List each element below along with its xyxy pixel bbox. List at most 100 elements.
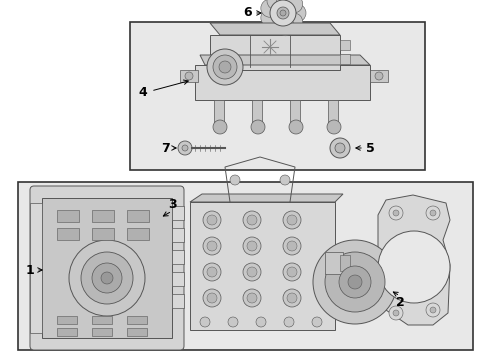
Bar — [18, 182, 473, 350]
Circle shape — [81, 252, 133, 304]
Circle shape — [426, 303, 440, 317]
Bar — [57, 210, 79, 222]
Circle shape — [335, 143, 345, 153]
Bar — [30, 203, 42, 333]
Bar — [42, 198, 172, 338]
Bar — [252, 100, 262, 125]
Circle shape — [430, 210, 436, 216]
Circle shape — [393, 310, 399, 316]
Bar — [92, 210, 114, 222]
Circle shape — [203, 211, 221, 229]
Bar — [57, 316, 77, 324]
Bar — [92, 228, 114, 240]
Circle shape — [280, 175, 290, 185]
Polygon shape — [190, 194, 343, 202]
Circle shape — [69, 240, 145, 316]
Circle shape — [207, 293, 217, 303]
Circle shape — [219, 61, 231, 73]
Bar — [172, 250, 184, 264]
Bar — [127, 210, 149, 222]
Circle shape — [213, 120, 227, 134]
Circle shape — [261, 0, 279, 17]
Polygon shape — [210, 23, 340, 35]
Bar — [127, 328, 147, 336]
Circle shape — [178, 141, 192, 155]
Bar — [210, 35, 340, 70]
Bar — [172, 294, 184, 308]
Text: 4: 4 — [139, 86, 147, 99]
Circle shape — [251, 120, 265, 134]
Bar — [195, 65, 370, 100]
FancyBboxPatch shape — [30, 186, 184, 350]
Circle shape — [287, 241, 297, 251]
Circle shape — [243, 263, 261, 281]
Circle shape — [228, 317, 238, 327]
Circle shape — [287, 293, 297, 303]
Circle shape — [283, 263, 301, 281]
Circle shape — [247, 215, 257, 225]
Circle shape — [283, 211, 301, 229]
Polygon shape — [200, 55, 370, 65]
Bar — [92, 328, 112, 336]
Circle shape — [277, 7, 289, 19]
Circle shape — [389, 306, 403, 320]
Circle shape — [378, 231, 450, 303]
Bar — [127, 316, 147, 324]
Circle shape — [348, 275, 362, 289]
Bar — [340, 40, 350, 50]
Circle shape — [203, 237, 221, 255]
Circle shape — [276, 18, 294, 36]
Circle shape — [207, 49, 243, 85]
Circle shape — [287, 267, 297, 277]
Circle shape — [283, 289, 301, 307]
Circle shape — [325, 252, 385, 312]
Bar — [214, 100, 224, 125]
Circle shape — [230, 175, 240, 185]
Circle shape — [243, 289, 261, 307]
Text: 3: 3 — [168, 198, 176, 211]
Bar — [57, 228, 79, 240]
Circle shape — [375, 72, 383, 80]
Circle shape — [288, 4, 306, 22]
Circle shape — [284, 317, 294, 327]
Circle shape — [207, 241, 217, 251]
Circle shape — [426, 206, 440, 220]
Bar — [325, 252, 343, 274]
Bar — [92, 316, 112, 324]
Circle shape — [207, 215, 217, 225]
Circle shape — [182, 145, 188, 151]
Circle shape — [313, 240, 397, 324]
Circle shape — [213, 55, 237, 79]
Circle shape — [247, 293, 257, 303]
Bar — [57, 328, 77, 336]
Circle shape — [389, 206, 403, 220]
Circle shape — [267, 0, 285, 10]
Circle shape — [287, 215, 297, 225]
Bar — [328, 100, 338, 125]
Polygon shape — [378, 195, 450, 325]
Circle shape — [276, 0, 294, 8]
Circle shape — [203, 289, 221, 307]
Circle shape — [327, 120, 341, 134]
Circle shape — [261, 9, 279, 27]
Bar — [340, 54, 350, 64]
Bar — [340, 255, 350, 271]
Bar — [172, 228, 184, 242]
Circle shape — [200, 317, 210, 327]
Bar — [180, 70, 198, 82]
Circle shape — [256, 317, 266, 327]
Circle shape — [101, 272, 113, 284]
Text: 6: 6 — [244, 6, 252, 19]
Circle shape — [430, 307, 436, 313]
Circle shape — [92, 263, 122, 293]
Circle shape — [285, 13, 303, 31]
Text: 2: 2 — [395, 296, 404, 309]
Circle shape — [312, 317, 322, 327]
Circle shape — [283, 237, 301, 255]
Circle shape — [243, 237, 261, 255]
Circle shape — [339, 266, 371, 298]
Circle shape — [270, 0, 296, 26]
Circle shape — [203, 263, 221, 281]
Text: 1: 1 — [25, 264, 34, 276]
Circle shape — [207, 267, 217, 277]
